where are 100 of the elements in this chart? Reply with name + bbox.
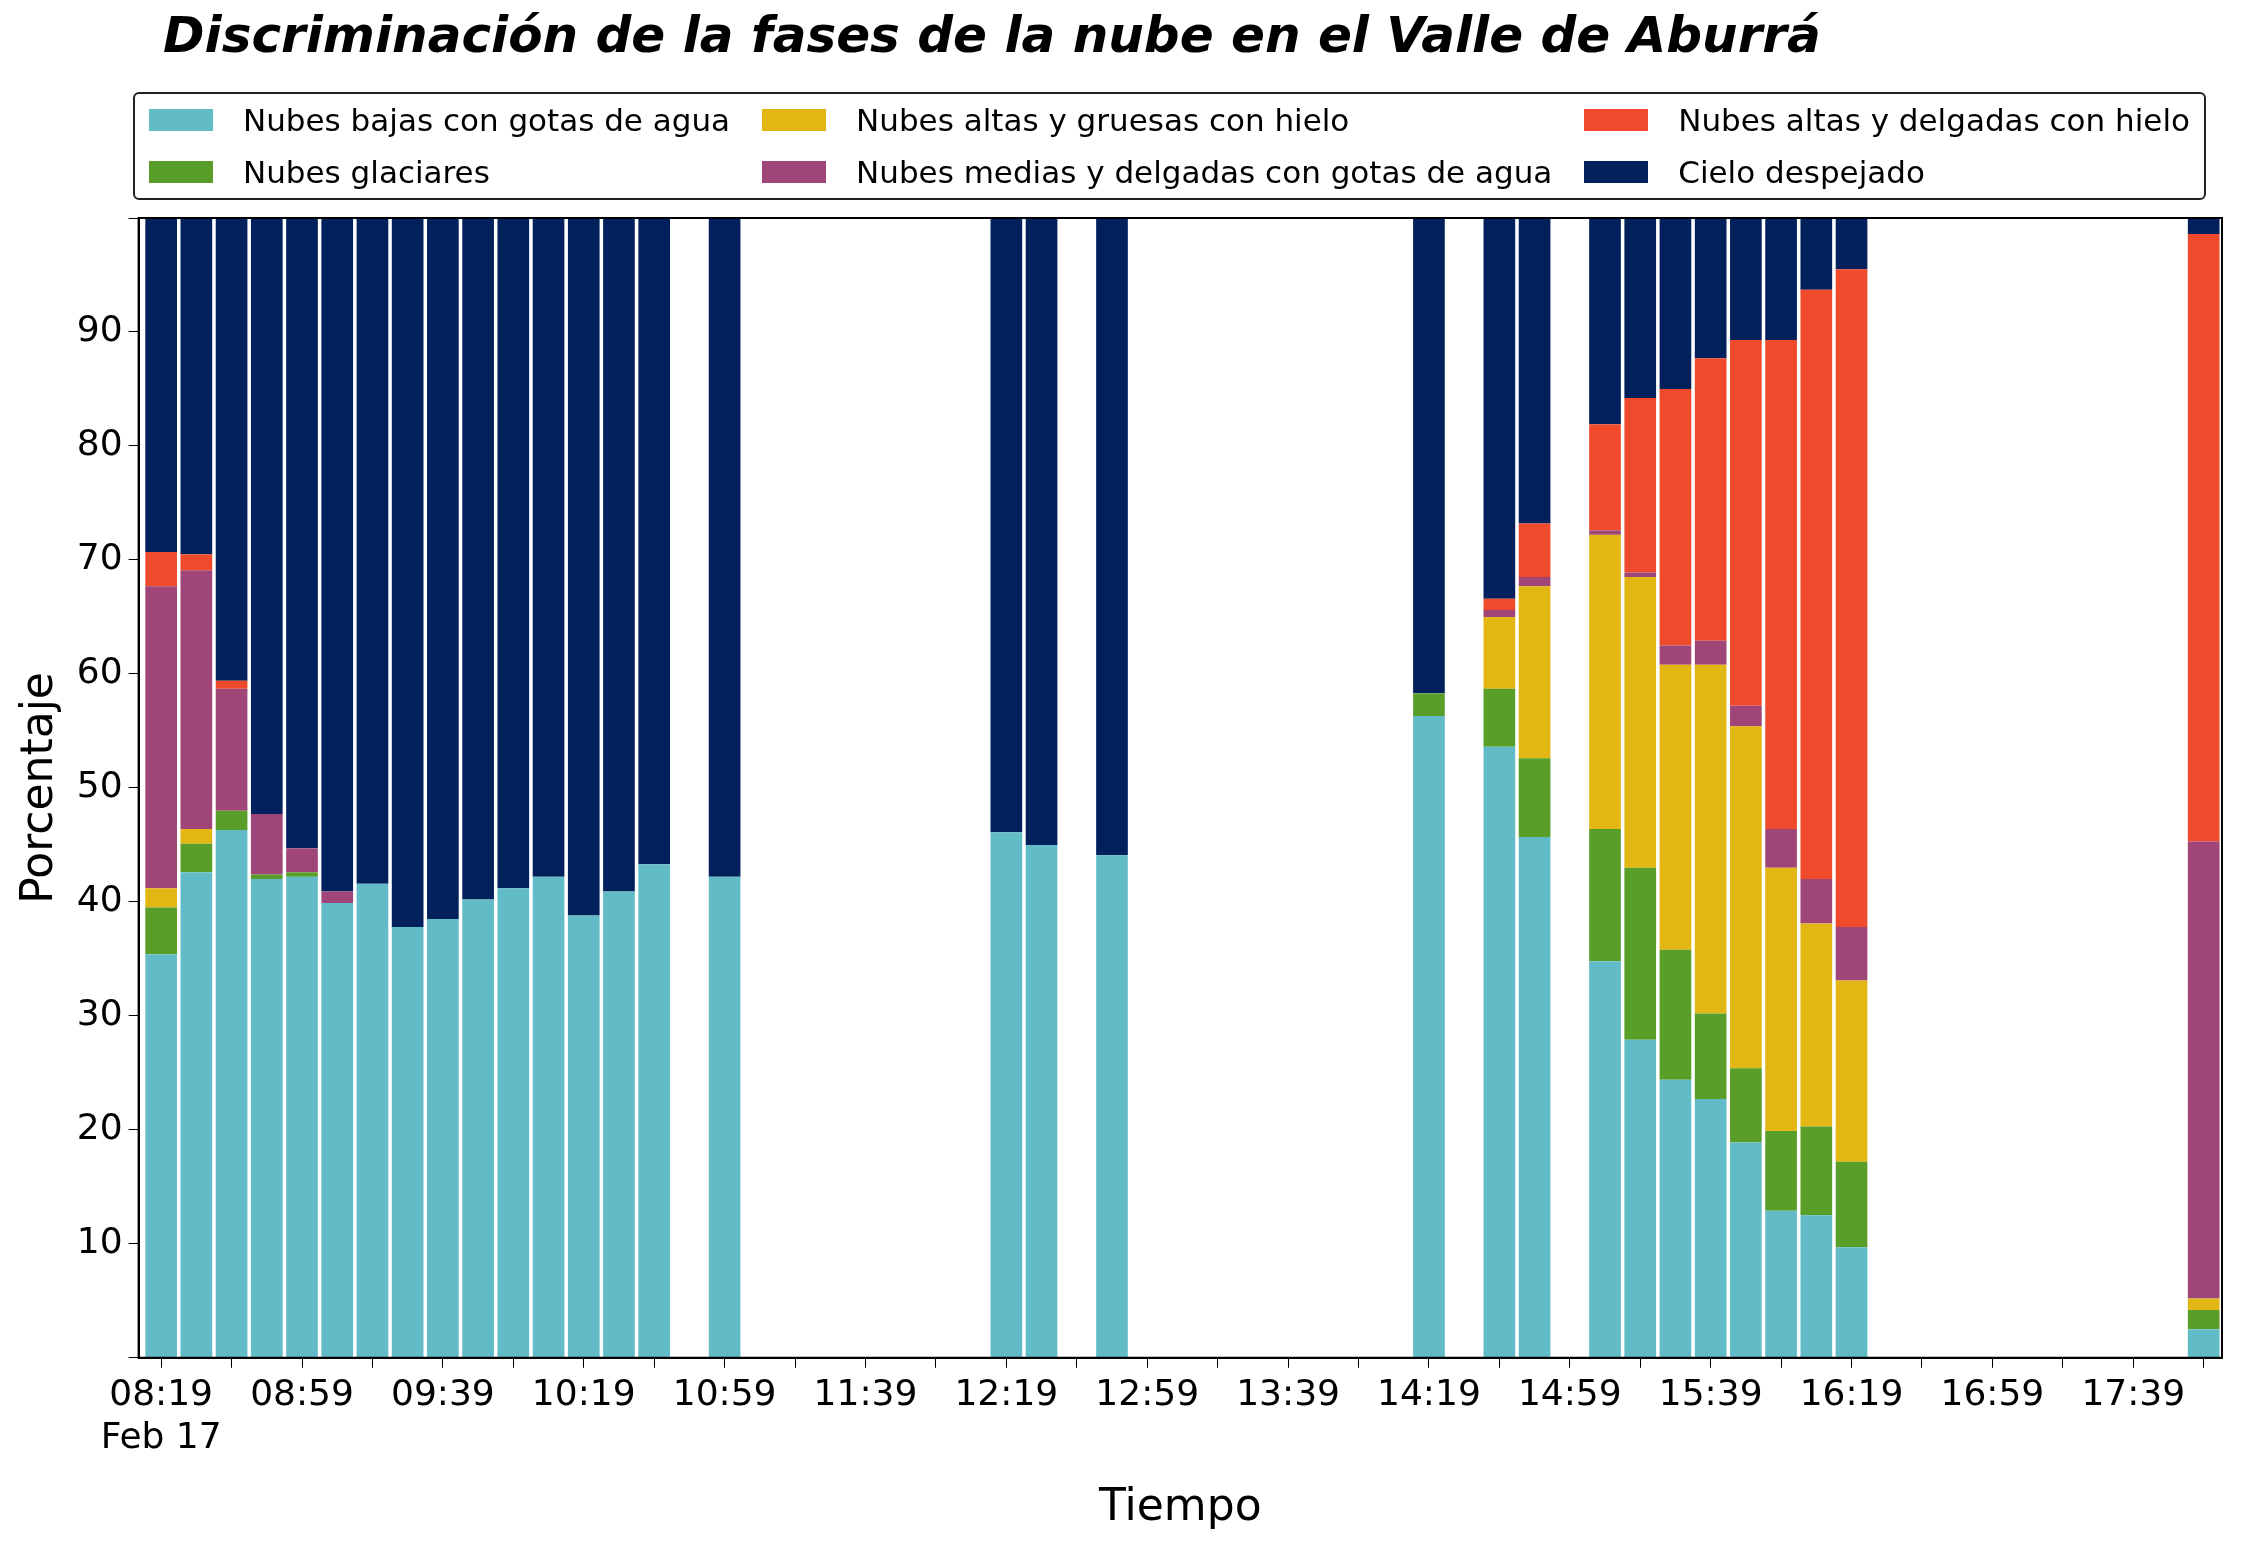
bar	[1694, 1099, 1727, 1358]
bar	[1800, 879, 1833, 924]
chart-title: Discriminación de la fases de la nube en el Valle de Aburrá	[163, 6, 1821, 64]
bar	[1483, 218, 1516, 599]
bar	[1659, 218, 1692, 389]
bar	[1589, 218, 1621, 425]
bar	[145, 586, 177, 889]
bar	[1659, 645, 1692, 665]
bar	[2187, 1309, 2220, 1330]
legend-label: Nubes altas y delgadas con hielo	[1678, 102, 2190, 138]
bar	[1800, 1215, 1833, 1358]
bar	[1835, 1247, 1868, 1358]
bar	[321, 218, 354, 892]
bar	[1694, 640, 1727, 665]
y-tick-label: 70	[76, 536, 123, 578]
bar	[1694, 218, 1727, 359]
bar	[1624, 577, 1657, 868]
bar	[1835, 269, 1868, 927]
x-tick-label: 17:39	[2081, 1371, 2186, 1413]
x-tick-label: 14:19	[1377, 1371, 1481, 1413]
bar	[1694, 664, 1727, 1014]
bar	[1730, 1142, 1762, 1358]
bar	[286, 872, 318, 877]
x-tick-label: 16:19	[1799, 1371, 1904, 1413]
bar	[497, 218, 530, 889]
bar	[1589, 530, 1621, 535]
bar	[321, 891, 354, 904]
bar	[391, 218, 424, 927]
x-axis-title: Tiempo	[1098, 1479, 1262, 1531]
bar	[1624, 867, 1657, 1040]
bar	[708, 218, 741, 877]
y-axis-title: Porcentaje	[10, 672, 62, 904]
bar	[1025, 844, 1058, 1358]
bar	[1694, 358, 1727, 641]
bar	[1659, 1079, 1692, 1358]
bar	[427, 918, 459, 1358]
bar	[1765, 867, 1797, 1131]
bar	[427, 218, 459, 919]
bar	[1589, 534, 1621, 829]
bar	[145, 888, 177, 908]
bar	[1800, 218, 1833, 290]
x-tick-label: 10:59	[672, 1371, 777, 1413]
bar	[1694, 1013, 1727, 1100]
bar	[567, 915, 600, 1358]
bar	[1730, 705, 1762, 727]
bar	[497, 888, 530, 1358]
bar	[1835, 980, 1868, 1162]
bar	[1413, 218, 1445, 694]
bar	[2187, 841, 2220, 1299]
bar	[2187, 233, 2220, 842]
bar	[1730, 726, 1762, 1069]
bar	[638, 864, 671, 1358]
bar	[1624, 398, 1657, 573]
bar	[1765, 339, 1797, 829]
bar	[1413, 716, 1445, 1358]
bar	[990, 832, 1023, 1358]
bar	[1835, 218, 1868, 270]
bar	[1765, 828, 1797, 868]
bar	[180, 570, 213, 829]
bar	[1624, 572, 1657, 578]
bar	[1096, 218, 1128, 856]
bar	[1835, 926, 1868, 981]
bar	[1800, 923, 1833, 1127]
bar	[462, 218, 494, 900]
legend-label: Nubes glaciares	[243, 154, 490, 190]
bar	[215, 688, 248, 811]
x-tick-label: 12:59	[1095, 1371, 1200, 1413]
bar	[532, 218, 565, 877]
bar	[1800, 1126, 1833, 1216]
bar	[145, 218, 177, 552]
bar	[1624, 218, 1657, 399]
legend-label: Nubes medias y delgadas con gotas de agua	[856, 154, 1553, 190]
bar	[1765, 218, 1797, 340]
y-tick-label: 50	[76, 764, 123, 806]
bar	[250, 218, 283, 815]
bar	[180, 554, 213, 571]
x-tick-label: 12:19	[954, 1371, 1059, 1413]
y-tick-label: 60	[76, 650, 123, 692]
bar	[1483, 598, 1516, 611]
bar	[1659, 388, 1692, 646]
bar	[1518, 586, 1551, 759]
bar	[2187, 218, 2220, 234]
x-tick-label: 10:19	[531, 1371, 636, 1413]
bar	[286, 848, 318, 873]
bar	[1730, 218, 1762, 340]
bar	[250, 879, 283, 1358]
bar	[603, 891, 635, 1358]
bar	[1589, 961, 1621, 1358]
bar	[1518, 758, 1551, 837]
bar	[603, 218, 635, 892]
bar	[1518, 523, 1551, 578]
x-tick-label: 08:19 Feb 17	[100, 1371, 222, 1456]
bar	[638, 218, 671, 865]
bar	[1589, 424, 1621, 531]
bar	[180, 843, 213, 873]
bar	[250, 814, 283, 875]
bar	[1483, 688, 1516, 747]
x-tick-label: 15:39	[1658, 1371, 1763, 1413]
bar	[1483, 746, 1516, 1358]
y-tick-label: 40	[76, 878, 123, 920]
